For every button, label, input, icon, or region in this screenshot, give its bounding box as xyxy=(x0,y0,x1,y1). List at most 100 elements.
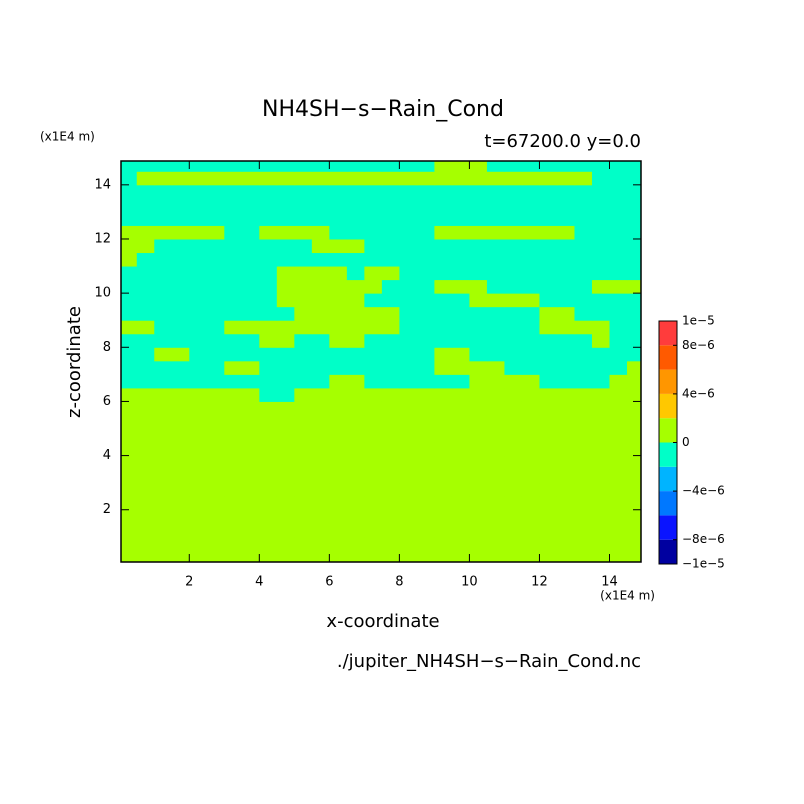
field-cell xyxy=(259,279,278,294)
y-tick-label: 14 xyxy=(94,177,111,192)
field-cell xyxy=(469,171,488,186)
x-tick-label: 14 xyxy=(601,575,618,590)
field-cell xyxy=(574,225,593,240)
field-cell xyxy=(539,320,558,335)
field-cell xyxy=(469,401,488,416)
field-cell xyxy=(136,455,155,470)
field-cell xyxy=(276,306,295,321)
field-cell xyxy=(486,238,505,254)
field-cell xyxy=(276,401,295,416)
field-cell xyxy=(539,523,558,538)
field-cell xyxy=(136,401,155,416)
field-cell xyxy=(259,360,278,375)
field-cell xyxy=(364,455,383,470)
field-cell xyxy=(121,414,138,430)
field-cell xyxy=(121,171,138,186)
field-cell xyxy=(311,414,330,430)
field-cell xyxy=(399,360,418,375)
field-cell xyxy=(504,387,523,402)
field-cell xyxy=(591,184,610,199)
field-cell xyxy=(626,442,641,457)
field-cell xyxy=(609,293,628,308)
field-cell xyxy=(189,428,208,443)
field-cell xyxy=(381,211,400,226)
field-cell xyxy=(346,428,365,443)
field-cell xyxy=(609,320,628,335)
field-cell xyxy=(451,171,470,186)
field-cell xyxy=(364,536,383,551)
field-cell xyxy=(259,161,278,172)
field-cell xyxy=(626,306,641,321)
field-cell xyxy=(241,387,260,402)
field-cell xyxy=(121,306,138,321)
field-cell xyxy=(434,225,453,240)
colorbar-tick-label: −8e−6 xyxy=(682,532,725,546)
field-cell xyxy=(399,279,418,294)
field-cell xyxy=(206,333,225,348)
field-cell xyxy=(136,550,155,562)
field-cell xyxy=(486,198,505,213)
field-cell xyxy=(294,550,313,562)
field-cell xyxy=(469,238,488,254)
field-cell xyxy=(189,184,208,199)
field-cell xyxy=(556,455,575,470)
field-cell xyxy=(154,171,173,186)
field-cell xyxy=(556,401,575,416)
field-cell xyxy=(469,320,488,335)
field-cell xyxy=(556,252,575,267)
field-cell xyxy=(259,225,278,240)
field-cell xyxy=(486,266,505,281)
field-cell xyxy=(574,198,593,213)
field-cell xyxy=(294,523,313,538)
field-cell xyxy=(364,184,383,199)
field-cell xyxy=(294,171,313,186)
field-cell xyxy=(189,482,208,497)
field-cell xyxy=(346,347,365,362)
field-cell xyxy=(259,293,278,308)
field-cell xyxy=(224,320,243,335)
field-cell xyxy=(469,523,488,538)
field-cell xyxy=(154,482,173,497)
field-cell xyxy=(626,469,641,484)
field-cell xyxy=(154,469,173,484)
field-cell xyxy=(626,225,641,240)
field-cell xyxy=(189,266,208,281)
field-cell xyxy=(486,360,505,375)
field-cell xyxy=(136,509,155,524)
field-cell xyxy=(171,347,190,362)
field-cell xyxy=(469,293,488,308)
field-cell xyxy=(609,523,628,538)
field-cell xyxy=(399,306,418,321)
field-cell xyxy=(241,238,260,254)
field-cell xyxy=(206,198,225,213)
field-cell xyxy=(451,455,470,470)
field-cell xyxy=(346,238,365,254)
field-cell xyxy=(609,333,628,348)
field-cell xyxy=(206,266,225,281)
field-cell xyxy=(136,225,155,240)
field-cell xyxy=(591,252,610,267)
field-cell xyxy=(451,401,470,416)
field-cell xyxy=(121,320,138,335)
field-cell xyxy=(416,279,435,294)
field-cell xyxy=(276,171,295,186)
field-cell xyxy=(451,306,470,321)
field-cell xyxy=(609,536,628,551)
x-tick-label: 8 xyxy=(395,575,403,590)
field-cell xyxy=(364,347,383,362)
field-cell xyxy=(591,211,610,226)
field-cell xyxy=(626,161,641,172)
field-cell xyxy=(626,171,641,186)
field-cell xyxy=(206,387,225,402)
field xyxy=(121,161,641,562)
field-cell xyxy=(154,306,173,321)
field-cell xyxy=(556,306,575,321)
field-cell xyxy=(154,266,173,281)
field-cell xyxy=(294,347,313,362)
field-cell xyxy=(521,414,540,430)
field-cell xyxy=(504,161,523,172)
field-cell xyxy=(189,550,208,562)
field-cell xyxy=(504,171,523,186)
field-cell xyxy=(434,347,453,362)
field-cell xyxy=(276,238,295,254)
